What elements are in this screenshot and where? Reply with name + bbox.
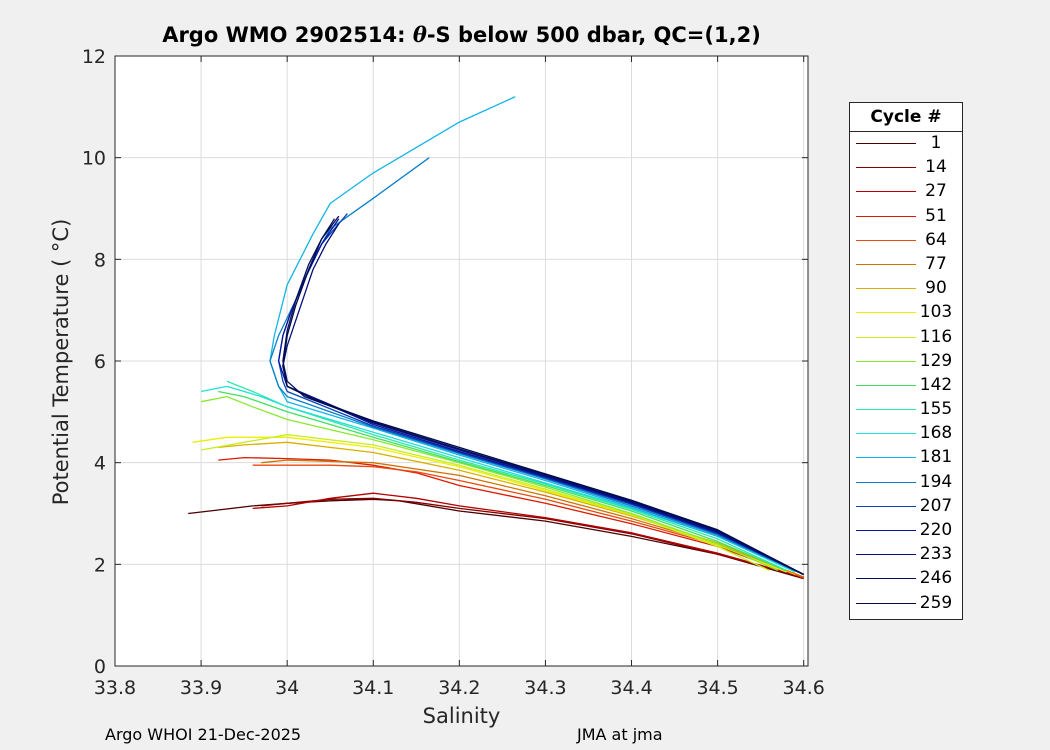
legend-item-cycle-207: 207: [850, 495, 962, 519]
legend-item-cycle-168: 168: [850, 422, 962, 446]
legend-item-cycle-90: 90: [850, 277, 962, 301]
series-line-cycle-64: [252, 464, 804, 579]
legend-label: 51: [925, 205, 947, 226]
legend-swatch: [856, 312, 916, 314]
legend-swatch: [856, 578, 916, 580]
legend-label: 103: [919, 302, 953, 323]
legend-label: 259: [919, 592, 953, 613]
chart-title: Argo WMO 2902514: θ-S below 500 dbar, QC…: [162, 22, 761, 47]
legend-title: Cycle #: [850, 103, 962, 132]
legend-label: 1: [930, 133, 942, 153]
y-tick-label: 2: [94, 554, 106, 576]
legend-label: 207: [919, 495, 953, 516]
legend-label: 246: [919, 568, 953, 589]
series-line-cycle-259: [282, 215, 804, 576]
footer-left-credit: Argo WHOI 21-Dec-2025: [105, 725, 302, 744]
legend-swatch: [856, 360, 916, 362]
legend-swatch: [856, 215, 916, 217]
legend-item-cycle-233: 233: [850, 543, 962, 567]
legend-item-cycle-220: 220: [850, 519, 962, 543]
series-line-cycle-116: [200, 434, 770, 571]
legend-swatch: [856, 336, 916, 338]
series-line-cycle-14: [261, 497, 804, 578]
legend-label: 168: [919, 423, 953, 444]
legend-label: 155: [919, 399, 953, 420]
legend-label: 142: [919, 374, 953, 395]
y-tick-label: 4: [94, 453, 106, 475]
x-tick-label: 33.8: [94, 677, 136, 699]
legend-swatch: [856, 143, 916, 144]
series-line-cycle-51: [218, 456, 804, 579]
legend-swatch: [856, 409, 916, 411]
legend-swatch: [856, 288, 916, 290]
x-tick-label: 34.6: [783, 677, 825, 699]
x-tick-label: 34.2: [438, 677, 480, 699]
axes: 33.8 33.9 34 34.1 34.2 34.3 34.4 34.5 34.6 0 2 4 6 8 1…: [82, 46, 825, 699]
legend-item-cycle-14: 14: [850, 156, 962, 180]
legend-swatch: [856, 239, 916, 241]
legend-label: 129: [919, 350, 953, 371]
legend-label: 181: [919, 447, 953, 468]
series-line-cycle-27: [252, 492, 804, 579]
x-tick-label: 34.4: [610, 677, 652, 699]
legend-item-cycle-103: 103: [850, 301, 962, 325]
legend-item-cycle-1: 1: [850, 132, 962, 156]
legend-item-cycle-194: 194: [850, 471, 962, 495]
legend-swatch: [856, 602, 916, 604]
footer-right-credit: JMA at jma: [577, 725, 663, 744]
legend-label: 90: [925, 278, 947, 299]
legend-item-cycle-64: 64: [850, 229, 962, 253]
series-line-cycle-129: [200, 395, 779, 571]
x-axis-label: Salinity: [422, 704, 501, 728]
y-tick-label: 12: [82, 46, 106, 68]
legend-swatch: [856, 481, 916, 483]
legend-item-cycle-259: 259: [850, 592, 962, 616]
x-tick-label: 34.3: [524, 677, 566, 699]
legend-swatch: [856, 191, 916, 193]
legend-swatch: [856, 457, 916, 459]
legend-items: 1 14 27 51 64 77 90 103 116 129 142 155 168 181 194 207…: [850, 132, 962, 616]
x-tick-label: 33.9: [180, 677, 222, 699]
series-layer: [188, 96, 804, 580]
x-tick-label: 34: [275, 677, 299, 699]
legend-item-cycle-51: 51: [850, 205, 962, 229]
legend-swatch: [856, 554, 916, 556]
series-line-cycle-103: [192, 436, 787, 573]
legend-swatch: [856, 263, 916, 265]
legend-swatch: [856, 433, 916, 435]
series-line-cycle-155: [226, 380, 787, 571]
legend-label: 77: [925, 253, 947, 274]
x-tick-label: 34.1: [352, 677, 394, 699]
legend-label: 64: [925, 229, 947, 250]
legend-label: 194: [919, 471, 953, 492]
legend-item-cycle-181: 181: [850, 446, 962, 470]
y-tick-label: 0: [94, 656, 106, 678]
legend-item-cycle-246: 246: [850, 567, 962, 591]
legend: Cycle # 1 14 27 51 64 77 90 103 116 129 142 155 168 1…: [849, 102, 963, 620]
x-tick-label: 34.5: [696, 677, 738, 699]
legend-swatch: [856, 505, 916, 507]
legend-swatch: [856, 530, 916, 531]
y-tick-label: 8: [94, 249, 106, 271]
legend-label: 27: [925, 181, 947, 202]
legend-label: 233: [919, 544, 953, 565]
y-axis-label: Potential Temperature ( °C): [49, 218, 73, 506]
y-tick-label: 6: [94, 351, 106, 373]
legend-item-cycle-116: 116: [850, 326, 962, 350]
legend-item-cycle-129: 129: [850, 350, 962, 374]
legend-label: 14: [925, 157, 947, 178]
legend-item-cycle-155: 155: [850, 398, 962, 422]
legend-item-cycle-77: 77: [850, 253, 962, 277]
axes-box: [114, 55, 809, 667]
y-tick-label: 10: [82, 148, 106, 170]
series-line-cycle-142: [218, 390, 787, 572]
legend-item-cycle-27: 27: [850, 180, 962, 204]
legend-item-cycle-142: 142: [850, 374, 962, 398]
legend-swatch: [856, 167, 916, 169]
legend-label: 116: [919, 326, 953, 347]
legend-swatch: [856, 384, 916, 386]
series-line-cycle-246: [282, 218, 804, 576]
legend-label: 220: [919, 520, 953, 540]
